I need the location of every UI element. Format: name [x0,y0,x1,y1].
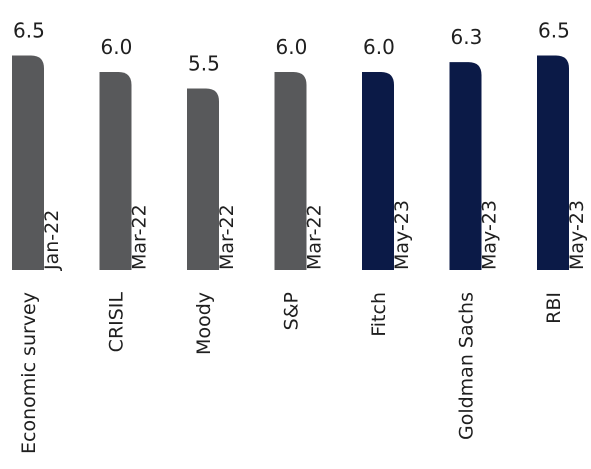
value-label-goldman-sachs: 6.3 [451,25,483,49]
value-label-crisil: 6.0 [101,35,133,59]
bar-fitch [362,72,394,270]
category-label-moody: Moody [193,292,215,355]
category-label-crisil: CRISIL [106,292,128,353]
category-label-economic-survey: Economic survey [18,292,40,454]
category-label-rbi: RBI [543,292,565,324]
value-label-moody: 5.5 [188,52,220,76]
bar-sandp [274,72,307,270]
bar-goldman-sachs [449,62,482,270]
bar-rbi [537,55,569,270]
bars [12,55,569,270]
bar-economic-survey [12,55,44,270]
date-labels: Jan-22 Mar-22 Mar-22 Mar-22 May-23 May-23 May-… [41,200,588,271]
bar-crisil [99,72,132,270]
category-label-sandp: S&P [281,292,303,330]
date-label-crisil: Mar-22 [129,204,151,270]
date-label-sandp: Mar-22 [304,204,326,270]
bar-moody [187,88,219,270]
category-label-goldman-sachs: Goldman Sachs [456,292,478,440]
date-label-rbi: May-23 [566,200,588,270]
date-label-fitch: May-23 [391,200,413,270]
value-label-economic-survey: 6.5 [13,19,45,43]
value-labels: 6.5 6.0 5.5 6.0 6.0 6.3 6.5 [13,19,570,76]
date-label-moody: Mar-22 [216,204,238,270]
value-label-rbi: 6.5 [538,19,570,43]
value-label-sandp: 6.0 [276,35,308,59]
date-label-goldman-sachs: May-23 [479,200,501,270]
date-label-economic-survey: Jan-22 [41,210,63,271]
category-label-fitch: Fitch [368,292,390,337]
value-label-fitch: 6.0 [363,35,395,59]
category-labels: Economic survey CRISIL Moody S&P Fitch Goldma… [18,292,565,454]
